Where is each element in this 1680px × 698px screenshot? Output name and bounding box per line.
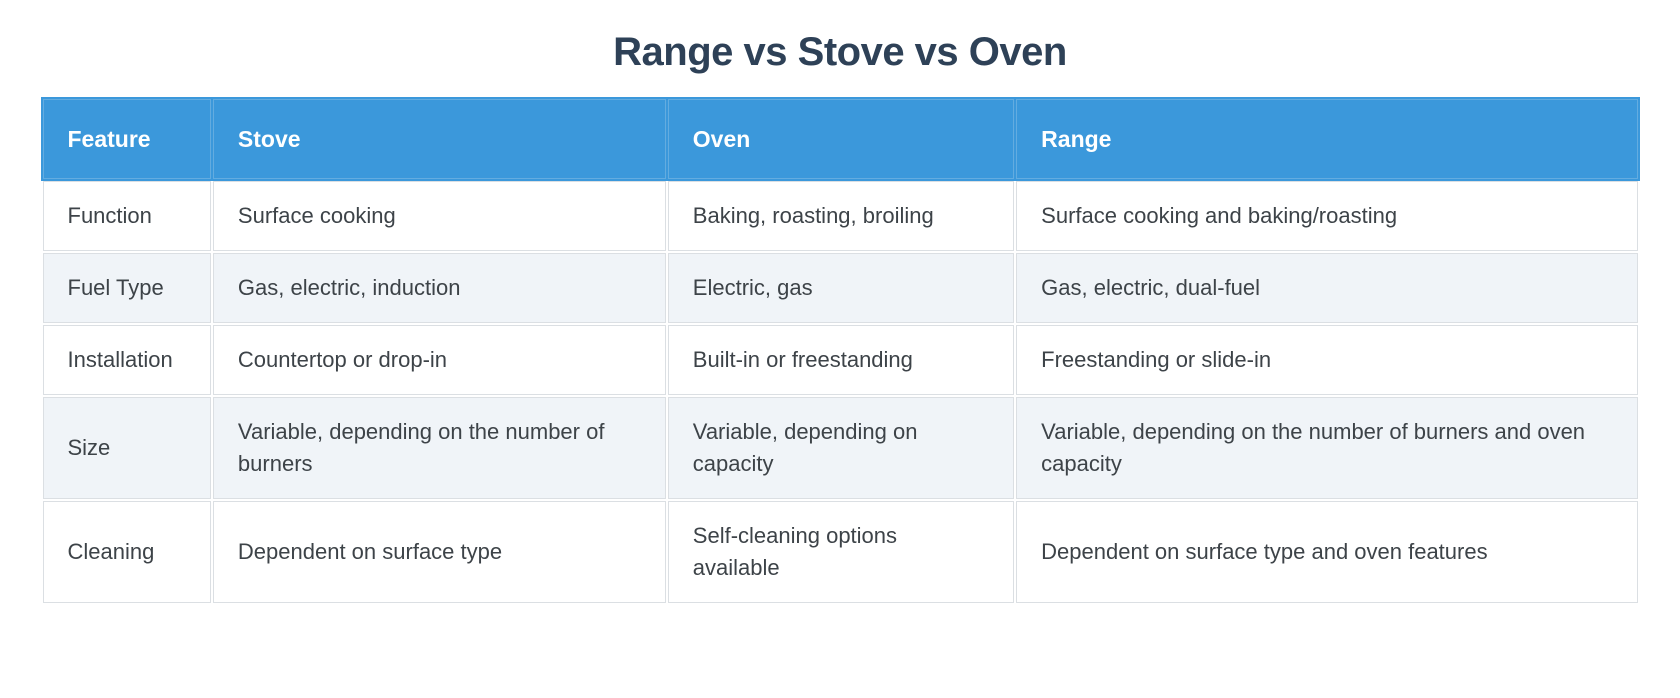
stove-value: Gas, electric, induction [212,253,666,323]
oven-value: Baking, roasting, broiling [667,181,1015,251]
column-header-range: Range [1016,99,1638,179]
feature-label: Size [42,397,211,499]
oven-value: Built-in or freestanding [667,325,1015,395]
oven-value: Self-cleaning options available [667,501,1015,603]
table-header: Feature Stove Oven Range [42,99,1638,179]
column-header-stove: Stove [212,99,666,179]
table-row-function: Function Surface cooking Baking, roastin… [42,181,1638,251]
range-value: Surface cooking and baking/roasting [1016,181,1638,251]
oven-value: Variable, depending on capacity [667,397,1015,499]
comparison-table: Feature Stove Oven Range Function Surfac… [41,97,1640,605]
table-body: Function Surface cooking Baking, roastin… [42,181,1638,603]
table-row-fuel-type: Fuel Type Gas, electric, induction Elect… [42,253,1638,323]
header-row: Feature Stove Oven Range [42,99,1638,179]
table-row-cleaning: Cleaning Dependent on surface type Self-… [42,501,1638,603]
table-row-size: Size Variable, depending on the number o… [42,397,1638,499]
stove-value: Variable, depending on the number of bur… [212,397,666,499]
page-title: Range vs Stove vs Oven [613,30,1067,74]
feature-label: Function [42,181,211,251]
range-value: Dependent on surface type and oven featu… [1016,501,1638,603]
column-header-feature: Feature [42,99,211,179]
oven-value: Electric, gas [667,253,1015,323]
range-value: Gas, electric, dual-fuel [1016,253,1638,323]
table-row-installation: Installation Countertop or drop-in Built… [42,325,1638,395]
feature-label: Installation [42,325,211,395]
stove-value: Dependent on surface type [212,501,666,603]
range-value: Variable, depending on the number of bur… [1016,397,1638,499]
feature-label: Cleaning [42,501,211,603]
column-header-oven: Oven [667,99,1015,179]
feature-label: Fuel Type [42,253,211,323]
stove-value: Countertop or drop-in [212,325,666,395]
stove-value: Surface cooking [212,181,666,251]
range-value: Freestanding or slide-in [1016,325,1638,395]
